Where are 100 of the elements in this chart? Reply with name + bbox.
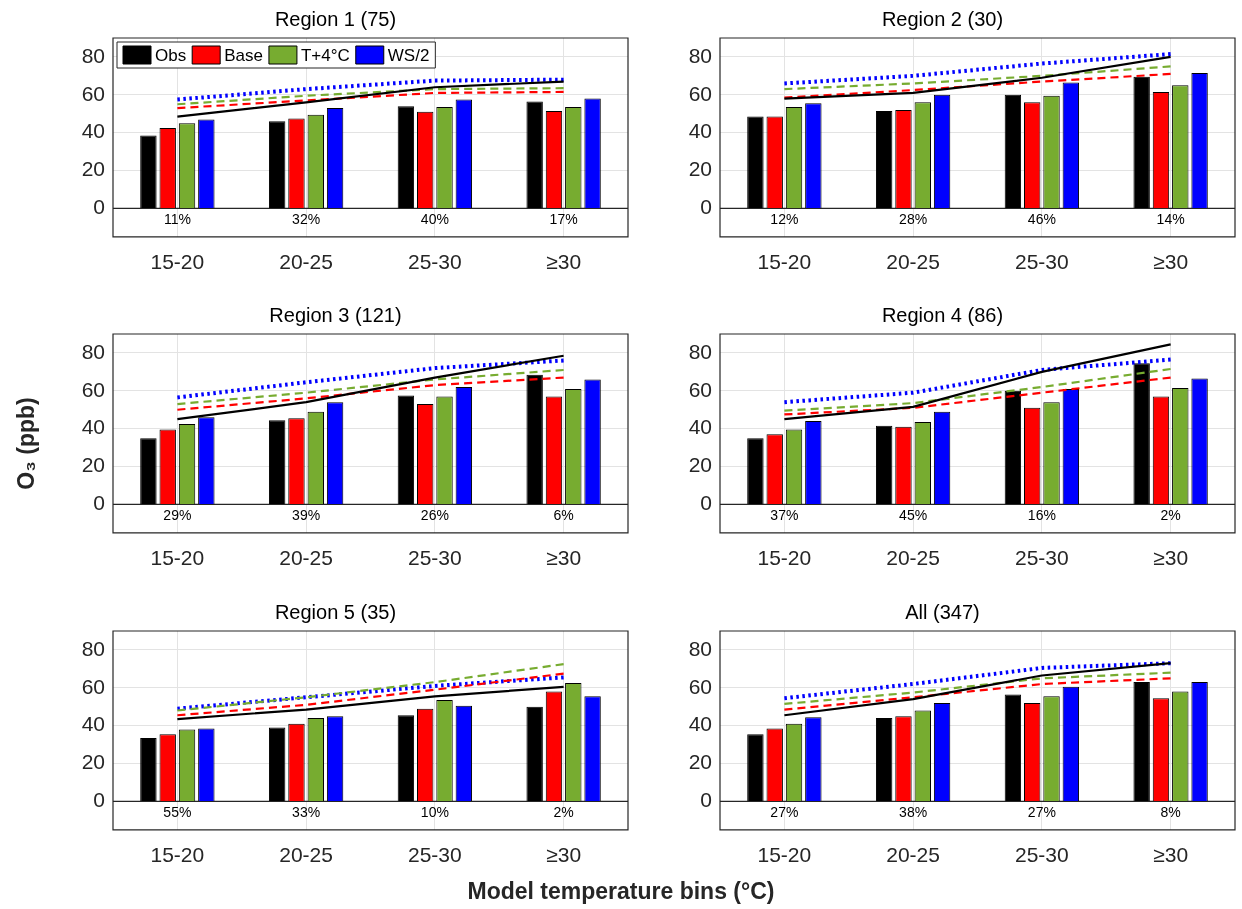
y-tick-label: 60: [688, 674, 712, 698]
annotation: 8%: [1160, 804, 1181, 821]
legend-label: Obs: [155, 45, 187, 65]
line-series: [783, 677, 1172, 711]
annotation: 26%: [420, 507, 449, 524]
y-tick-label: 20: [81, 157, 105, 181]
bar: [1133, 682, 1150, 801]
y-tick-label: 80: [688, 339, 712, 363]
bar: [747, 734, 764, 801]
annotation: 27%: [1027, 804, 1056, 821]
x-tick-label: 15-20: [150, 250, 205, 274]
line-series: [176, 672, 565, 717]
chart-title: All (347): [905, 600, 980, 623]
x-tick-label: 15-20: [757, 250, 812, 274]
x-tick-label: ≥30: [1153, 250, 1189, 274]
legend-label: WS/2: [387, 45, 430, 65]
line-series: [175, 675, 566, 711]
x-tick-label: 20-25: [279, 546, 333, 570]
line-series: [783, 65, 1172, 91]
y-tick-label: 20: [688, 453, 712, 477]
line-series: [783, 367, 1172, 412]
annotation: 16%: [1027, 507, 1056, 524]
y-tick-label: 60: [688, 81, 712, 105]
bar: [140, 438, 157, 504]
annotation: 14%: [1156, 211, 1185, 228]
y-axis-title: O₃ (ppb): [12, 397, 40, 490]
annotation: 33%: [292, 804, 321, 821]
bar: [140, 135, 157, 208]
x-tick-label: ≥30: [1153, 546, 1189, 570]
y-tick-label: 60: [81, 377, 105, 401]
line-series: [176, 368, 565, 406]
line-series: [175, 358, 566, 400]
x-axis-title: Model temperature bins (°C): [466, 878, 776, 905]
bar: [140, 737, 157, 801]
annotation: 39%: [292, 507, 321, 524]
y-tick-label: 40: [81, 119, 105, 143]
y-tick-label: 80: [81, 636, 105, 660]
bar: [875, 718, 893, 801]
legend-label: Base: [224, 45, 263, 65]
x-tick-label: 15-20: [757, 546, 812, 570]
line-series: [782, 52, 1173, 86]
x-tick-label: 20-25: [886, 546, 940, 570]
bar: [526, 101, 543, 208]
x-tick-label: ≥30: [546, 250, 582, 274]
y-tick-label: 80: [81, 43, 105, 67]
x-tick-label: 20-25: [886, 250, 940, 274]
y-tick-label: 20: [81, 750, 105, 774]
y-tick-label: 80: [688, 636, 712, 660]
line-series: [783, 72, 1172, 99]
x-tick-label: 25-30: [408, 843, 462, 867]
line-series: [176, 663, 565, 712]
x-tick-label: 25-30: [1015, 250, 1069, 274]
bar: [526, 706, 543, 801]
x-tick-label: 15-20: [150, 546, 205, 570]
annotation: 37%: [770, 507, 799, 524]
y-tick-label: 40: [688, 119, 712, 143]
y-tick-label: 0: [93, 195, 105, 219]
y-tick-label: 40: [81, 415, 105, 439]
bar: [747, 438, 764, 504]
y-tick-label: 0: [93, 788, 105, 812]
line-series: [783, 376, 1172, 416]
bar: [875, 110, 893, 208]
bar: [747, 116, 764, 208]
annotation: 38%: [899, 804, 928, 821]
y-tick-label: 0: [700, 195, 712, 219]
x-tick-label: 25-30: [1015, 843, 1069, 867]
y-tick-label: 40: [81, 712, 105, 736]
x-tick-label: ≥30: [546, 546, 582, 570]
line-series: [783, 671, 1172, 705]
bar: [268, 420, 286, 504]
bar: [268, 727, 286, 801]
chart-title: Region 2 (30): [881, 7, 1004, 30]
x-tick-label: ≥30: [1153, 843, 1189, 867]
annotation: 40%: [420, 211, 449, 228]
y-tick-label: 80: [688, 43, 712, 67]
bar: [875, 425, 893, 504]
x-tick-label: 25-30: [408, 250, 462, 274]
bar: [1004, 390, 1022, 504]
y-tick-label: 40: [688, 712, 712, 736]
x-tick-label: 20-25: [279, 250, 333, 274]
bar: [1004, 94, 1022, 208]
bar: [397, 395, 415, 504]
bar: [397, 106, 415, 208]
bar: [268, 121, 286, 208]
x-tick-label: 25-30: [408, 546, 462, 570]
x-tick-label: ≥30: [546, 843, 582, 867]
chart-title: Region 5 (35): [274, 600, 397, 623]
bar: [1004, 694, 1022, 801]
chart-title: Region 1 (75): [274, 7, 397, 30]
annotation: 29%: [163, 507, 192, 524]
x-tick-label: 15-20: [150, 843, 205, 867]
y-tick-label: 0: [700, 491, 712, 515]
line-series: [176, 376, 565, 411]
bar: [1133, 76, 1150, 208]
chart-title: Region 3 (121): [269, 303, 402, 326]
annotation: 32%: [292, 211, 321, 228]
annotation: 46%: [1027, 211, 1056, 228]
bar: [526, 374, 543, 504]
bar: [397, 715, 415, 801]
annotation: 2%: [1160, 507, 1181, 524]
